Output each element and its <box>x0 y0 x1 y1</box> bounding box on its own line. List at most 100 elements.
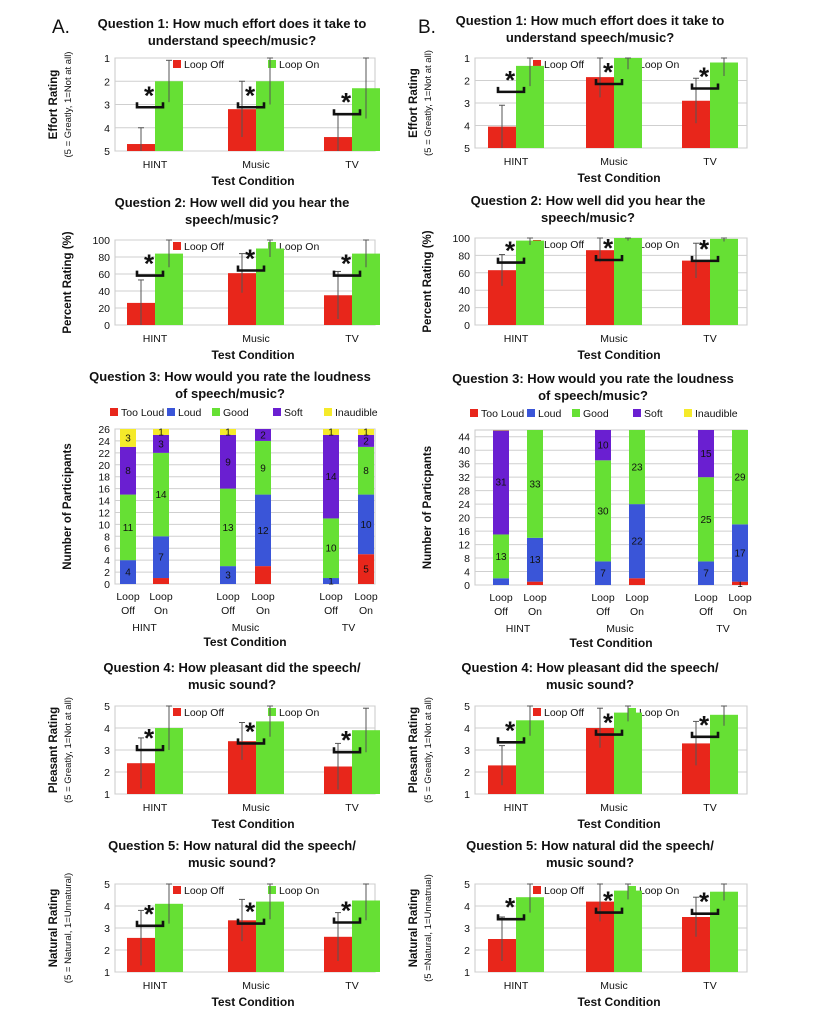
stack-segment <box>698 477 714 562</box>
y-tick-label: 0 <box>464 580 470 592</box>
y-tick-label: 12 <box>458 540 470 552</box>
x-bar-label-line1: Loop <box>523 592 547 604</box>
x-category-label: HINT <box>504 333 529 345</box>
significance-bracket <box>236 102 266 109</box>
stack-segment-label: 10 <box>360 520 372 531</box>
chart-title: Question 2: How well did you hear the <box>471 193 706 208</box>
stack-segment <box>732 581 748 585</box>
significance-star: * <box>505 236 516 266</box>
y-tick-label: 3 <box>104 745 110 757</box>
x-axis-title: Test Condition <box>211 348 294 362</box>
stack-segment <box>527 537 543 582</box>
stack-segment <box>493 430 509 431</box>
x-category-label: TV <box>703 980 716 992</box>
y-axis-subtitle: (5 = Natural, 1=Unnatural) <box>63 873 74 983</box>
stack-segment <box>493 534 509 579</box>
significance-bracket <box>236 265 266 272</box>
x-group-label: HINT <box>132 622 157 634</box>
legend-label-loop-on: Loop On <box>639 239 679 251</box>
stack-segment-label: 7 <box>158 553 164 564</box>
stack-segment-label: 15 <box>700 449 712 460</box>
y-tick-label: 4 <box>104 723 110 735</box>
significance-star: * <box>699 710 710 740</box>
stack-segment <box>358 446 374 495</box>
y-tick-label: 16 <box>98 484 110 496</box>
chart-title: of speech/music? <box>175 386 285 401</box>
y-tick-label: 2 <box>104 945 110 957</box>
chart-title: understand speech/music? <box>506 30 674 45</box>
x-axis-title: Test Condition <box>211 995 294 1009</box>
significance-bracket <box>496 737 526 744</box>
x-category-label: TV <box>703 802 716 814</box>
chart-title: music sound? <box>188 677 276 692</box>
chart-title: speech/music? <box>541 210 635 225</box>
x-bar-label-line1: Loop <box>319 591 343 603</box>
legend-label-loop-on: Loop On <box>639 707 679 719</box>
y-tick-label: 14 <box>98 496 110 508</box>
significance-bracket <box>690 731 720 739</box>
y-tick-label: 3 <box>464 923 470 935</box>
significance-bracket <box>690 255 720 263</box>
significance-bracket <box>496 86 526 94</box>
significance-star: * <box>603 233 614 263</box>
legend-swatch-loop-on <box>628 708 636 716</box>
significance-star: * <box>699 234 710 264</box>
stack-segment-label: 31 <box>495 478 507 489</box>
stack-segment-label: 8 <box>363 466 369 477</box>
y-tick-label: 3 <box>104 923 110 935</box>
y-tick-label: 20 <box>98 460 110 472</box>
y-tick-label: 3 <box>104 100 110 112</box>
legend-label-loop-on: Loop On <box>639 885 679 897</box>
significance-bracket <box>332 109 362 116</box>
y-tick-label: 4 <box>464 567 470 579</box>
y-tick-label: 1 <box>104 967 110 979</box>
chart-title: music sound? <box>188 855 276 870</box>
chart-title: Question 4: How pleasant did the speech/ <box>461 660 719 675</box>
bar-loop-on <box>516 240 544 325</box>
stack-segment-label: 1 <box>328 577 334 588</box>
significance-bracket <box>594 255 624 262</box>
stack-segment-label: 17 <box>734 548 746 559</box>
x-category-label: Music <box>600 333 627 345</box>
y-tick-label: 100 <box>452 233 470 245</box>
stack-segment <box>153 452 169 537</box>
y-tick-label: 36 <box>458 459 470 471</box>
stack-segment <box>698 561 714 585</box>
y-tick-label: 18 <box>98 472 110 484</box>
legend-swatch <box>684 409 692 417</box>
legend-label-loop-on: Loop On <box>279 241 319 253</box>
legend-label-loop-off: Loop Off <box>184 885 224 897</box>
legend-swatch-loop-off <box>173 242 181 250</box>
y-axis-subtitle: (5 = Greatly, 1=Not at all) <box>63 52 74 158</box>
y-tick-label: 4 <box>464 901 470 913</box>
x-bar-label-line1: Loop <box>116 591 140 603</box>
x-axis-title: Test Condition <box>577 171 660 185</box>
y-tick-label: 40 <box>458 445 470 457</box>
y-tick-label: 3 <box>464 745 470 757</box>
y-tick-label: 1 <box>104 53 110 65</box>
bar-loop-on <box>614 712 642 794</box>
stack-segment-label: 14 <box>325 472 337 483</box>
y-axis-subtitle: (5 = Greatly, 1=Not at all) <box>63 697 74 803</box>
y-tick-label: 8 <box>104 531 110 543</box>
legend-label: Good <box>223 407 249 419</box>
chart-title: music sound? <box>546 855 634 870</box>
legend-swatch-loop-on <box>628 886 636 894</box>
significance-star: * <box>144 80 155 110</box>
stack-segment <box>153 578 169 584</box>
legend-label-loop-off: Loop Off <box>184 59 224 71</box>
legend-swatch <box>324 408 332 416</box>
bar-loop-off <box>586 250 614 325</box>
y-axis-title: Effort Rating <box>408 68 420 138</box>
x-category-label: TV <box>345 980 358 992</box>
y-axis-title: Natural Rating <box>48 889 60 968</box>
stack-segment <box>323 434 339 519</box>
x-bar-label-line2: Off <box>221 605 235 617</box>
significance-star: * <box>341 87 352 117</box>
stack-segment <box>732 430 748 525</box>
y-axis-title: Pleasant Rating <box>408 707 420 793</box>
legend-swatch-loop-off <box>533 60 541 68</box>
stack-segment-label: 3 <box>125 433 131 444</box>
significance-bracket <box>135 270 165 277</box>
legend-label-loop-off: Loop Off <box>544 707 584 719</box>
